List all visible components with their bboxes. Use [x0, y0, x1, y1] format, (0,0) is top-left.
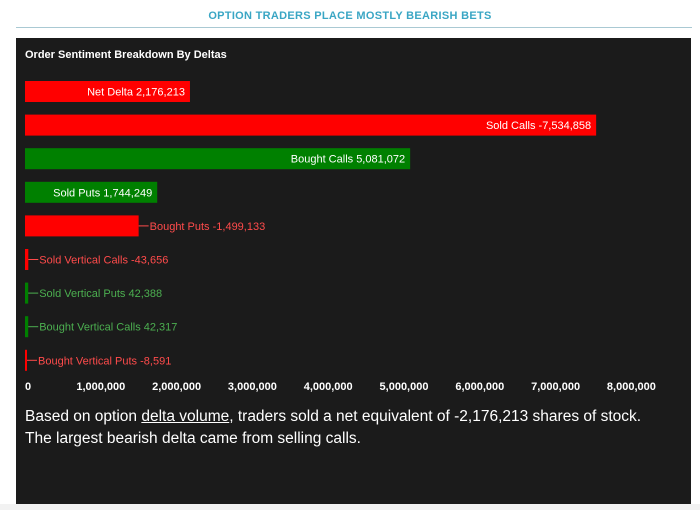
bar-label-8: Bought Vertical Puts -8,591	[38, 355, 171, 367]
x-tick-label-5: 5,000,000	[380, 381, 429, 393]
summary-line-2: The largest bearish delta came from sell…	[25, 430, 361, 447]
bar-1	[25, 114, 597, 136]
bar-label-4: Bought Puts -1,499,133	[150, 221, 266, 233]
x-tick-label-8: 8,000,000	[607, 381, 656, 393]
bar-label-7: Bought Vertical Calls 42,317	[39, 322, 177, 334]
bar-4	[25, 215, 139, 237]
footer-strip	[0, 504, 700, 510]
chart-title: Order Sentiment Breakdown By Deltas	[25, 49, 227, 61]
chart-panel: Order Sentiment Breakdown By Deltas Net …	[16, 38, 691, 504]
bar-label-0: Net Delta 2,176,213	[87, 87, 185, 99]
bar-label-1: Sold Calls -7,534,858	[486, 120, 591, 132]
bar-5	[25, 249, 29, 270]
x-tick-label-0: 0	[25, 381, 31, 393]
bar-3	[25, 181, 158, 203]
bar-label-6: Sold Vertical Puts 42,388	[39, 288, 162, 300]
x-tick-label-6: 6,000,000	[455, 381, 504, 393]
summary-text: Based on option delta volume, traders so…	[25, 406, 675, 450]
bar-label-5: Sold Vertical Calls -43,656	[39, 255, 168, 267]
delta-bar-chart: Net Delta 2,176,213 Sold Calls -7,534,858…	[25, 81, 656, 393]
header-divider	[16, 27, 692, 28]
bar-2	[25, 148, 411, 170]
bar-6	[25, 282, 29, 304]
bar-0	[25, 81, 190, 102]
page-header: OPTION TRADERS PLACE MOSTLY BEARISH BETS	[0, 0, 700, 28]
x-tick-label-1: 1,000,000	[76, 381, 125, 393]
x-tick-label-3: 3,000,000	[228, 381, 277, 393]
page-title: OPTION TRADERS PLACE MOSTLY BEARISH BETS	[208, 10, 492, 22]
bar-7	[25, 316, 29, 338]
x-tick-label-2: 2,000,000	[152, 381, 201, 393]
bar-label-2: Bought Calls 5,081,072	[291, 154, 405, 166]
delta-volume-link[interactable]: delta volume	[141, 408, 230, 425]
x-tick-label-4: 4,000,000	[304, 381, 353, 393]
bar-8	[25, 349, 27, 371]
summary-before-link: Based on option	[25, 408, 142, 425]
bar-label-3: Sold Puts 1,744,249	[53, 187, 152, 199]
summary-after-link: , traders sold a net equivalent of -2,17…	[229, 408, 642, 425]
x-tick-label-7: 7,000,000	[531, 381, 580, 393]
